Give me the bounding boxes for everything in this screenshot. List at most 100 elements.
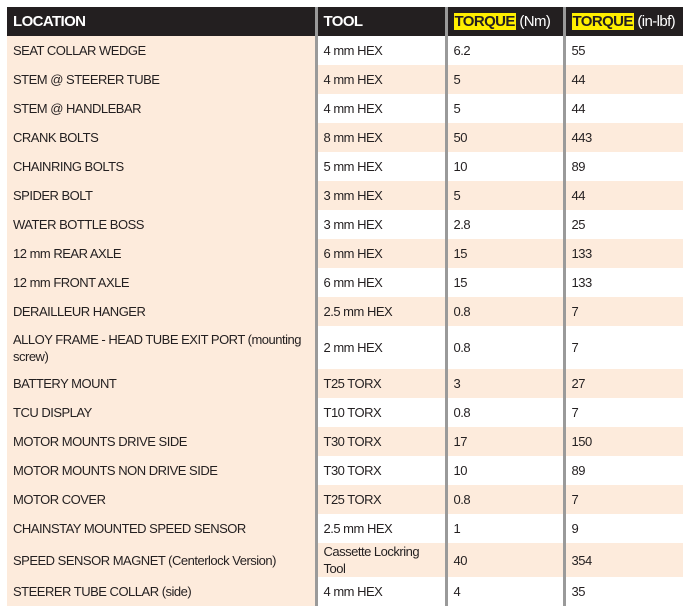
cell-torque-inlbf: 133 <box>562 239 683 268</box>
table-row: TCU DISPLAY T10 TORX 0.8 7 <box>7 398 683 427</box>
cell-location: 12 mm FRONT AXLE <box>7 268 316 297</box>
cell-location: 12 mm REAR AXLE <box>7 239 316 268</box>
cell-torque-inlbf: 44 <box>562 94 683 123</box>
table-row: ALLOY FRAME - HEAD TUBE EXIT PORT (mount… <box>7 326 683 369</box>
table-row: MOTOR MOUNTS DRIVE SIDE T30 TORX 17 150 <box>7 427 683 456</box>
cell-location: STEM @ HANDLEBAR <box>7 94 316 123</box>
cell-location: BATTERY MOUNT <box>7 369 316 398</box>
table-row: WATER BOTTLE BOSS 3 mm HEX 2.8 25 <box>7 210 683 239</box>
header-torque-inlbf: TORQUE (in-lbf) <box>562 7 683 36</box>
cell-torque-inlbf: 354 <box>562 543 683 577</box>
cell-tool: 4 mm HEX <box>314 36 446 65</box>
cell-location: STEM @ STEERER TUBE <box>7 65 316 94</box>
torque-spec-table: LOCATION TOOL TORQUE (Nm) TORQUE (in-lbf… <box>7 7 683 606</box>
cell-torque-inlbf: 7 <box>562 326 683 369</box>
table-row: STEERER TUBE COLLAR (side) 4 mm HEX 4 35 <box>7 577 683 606</box>
cell-torque-inlbf: 89 <box>562 152 683 181</box>
cell-torque-nm: 15 <box>444 239 564 268</box>
cell-tool: 2.5 mm HEX <box>314 514 446 543</box>
cell-location: SPEED SENSOR MAGNET (Centerlock Version) <box>7 543 316 577</box>
table-row: STEM @ STEERER TUBE 4 mm HEX 5 44 <box>7 65 683 94</box>
cell-location: CHAINSTAY MOUNTED SPEED SENSOR <box>7 514 316 543</box>
cell-torque-inlbf: 7 <box>562 485 683 514</box>
cell-tool: 3 mm HEX <box>314 210 446 239</box>
cell-tool: T30 TORX <box>314 456 446 485</box>
torque-highlight: TORQUE <box>453 13 516 30</box>
cell-torque-inlbf: 7 <box>562 398 683 427</box>
cell-torque-inlbf: 89 <box>562 456 683 485</box>
unit-inlbf: (in-lbf) <box>637 13 676 30</box>
cell-torque-inlbf: 44 <box>562 181 683 210</box>
cell-location: MOTOR COVER <box>7 485 316 514</box>
cell-location: DERAILLEUR HANGER <box>7 297 316 326</box>
cell-torque-nm: 1 <box>444 514 564 543</box>
cell-tool: T30 TORX <box>314 427 446 456</box>
cell-tool: 5 mm HEX <box>314 152 446 181</box>
cell-torque-nm: 5 <box>444 181 564 210</box>
cell-torque-nm: 10 <box>444 152 564 181</box>
table-row: CRANK BOLTS 8 mm HEX 50 443 <box>7 123 683 152</box>
cell-tool: 6 mm HEX <box>314 239 446 268</box>
table-row: BATTERY MOUNT T25 TORX 3 27 <box>7 369 683 398</box>
cell-location: SEAT COLLAR WEDGE <box>7 36 316 65</box>
header-torque-nm: TORQUE (Nm) <box>444 7 564 36</box>
cell-tool: 4 mm HEX <box>314 94 446 123</box>
header-tool: TOOL <box>314 7 446 36</box>
table-row: 12 mm REAR AXLE 6 mm HEX 15 133 <box>7 239 683 268</box>
cell-location: MOTOR MOUNTS NON DRIVE SIDE <box>7 456 316 485</box>
cell-torque-nm: 5 <box>444 65 564 94</box>
cell-torque-nm: 5 <box>444 94 564 123</box>
cell-location: MOTOR MOUNTS DRIVE SIDE <box>7 427 316 456</box>
cell-tool: 6 mm HEX <box>314 268 446 297</box>
cell-torque-nm: 10 <box>444 456 564 485</box>
cell-tool: T25 TORX <box>314 485 446 514</box>
cell-location: CRANK BOLTS <box>7 123 316 152</box>
cell-torque-nm: 0.8 <box>444 326 564 369</box>
cell-tool: 4 mm HEX <box>314 577 446 606</box>
table-row: CHAINRING BOLTS 5 mm HEX 10 89 <box>7 152 683 181</box>
table-row: SEAT COLLAR WEDGE 4 mm HEX 6.2 55 <box>7 36 683 65</box>
cell-torque-inlbf: 133 <box>562 268 683 297</box>
table-header-row: LOCATION TOOL TORQUE (Nm) TORQUE (in-lbf… <box>7 7 683 36</box>
cell-torque-nm: 4 <box>444 577 564 606</box>
cell-torque-nm: 0.8 <box>444 398 564 427</box>
cell-location: STEERER TUBE COLLAR (side) <box>7 577 316 606</box>
cell-tool: Cassette Lockring Tool <box>314 543 446 577</box>
table-row: SPIDER BOLT 3 mm HEX 5 44 <box>7 181 683 210</box>
cell-torque-inlbf: 44 <box>562 65 683 94</box>
unit-nm: (Nm) <box>519 13 551 30</box>
cell-location: ALLOY FRAME - HEAD TUBE EXIT PORT (mount… <box>7 326 316 369</box>
cell-torque-nm: 17 <box>444 427 564 456</box>
cell-torque-inlbf: 35 <box>562 577 683 606</box>
table-row: MOTOR COVER T25 TORX 0.8 7 <box>7 485 683 514</box>
table-row: CHAINSTAY MOUNTED SPEED SENSOR 2.5 mm HEX… <box>7 514 683 543</box>
cell-torque-nm: 2.8 <box>444 210 564 239</box>
table-row: 12 mm FRONT AXLE 6 mm HEX 15 133 <box>7 268 683 297</box>
table-row: STEM @ HANDLEBAR 4 mm HEX 5 44 <box>7 94 683 123</box>
cell-torque-nm: 3 <box>444 369 564 398</box>
cell-tool: T25 TORX <box>314 369 446 398</box>
cell-torque-nm: 50 <box>444 123 564 152</box>
cell-tool: 3 mm HEX <box>314 181 446 210</box>
cell-location: TCU DISPLAY <box>7 398 316 427</box>
cell-torque-inlbf: 7 <box>562 297 683 326</box>
torque-highlight: TORQUE <box>571 13 634 30</box>
cell-torque-inlbf: 27 <box>562 369 683 398</box>
cell-tool: 4 mm HEX <box>314 65 446 94</box>
table-row: MOTOR MOUNTS NON DRIVE SIDE T30 TORX 10 89 <box>7 456 683 485</box>
cell-torque-inlbf: 9 <box>562 514 683 543</box>
cell-torque-nm: 15 <box>444 268 564 297</box>
cell-tool: 2 mm HEX <box>314 326 446 369</box>
cell-torque-nm: 40 <box>444 543 564 577</box>
cell-torque-nm: 6.2 <box>444 36 564 65</box>
header-location: LOCATION <box>7 7 316 36</box>
cell-tool: 8 mm HEX <box>314 123 446 152</box>
cell-tool: 2.5 mm HEX <box>314 297 446 326</box>
cell-location: WATER BOTTLE BOSS <box>7 210 316 239</box>
cell-torque-inlbf: 150 <box>562 427 683 456</box>
cell-tool: T10 TORX <box>314 398 446 427</box>
table-row: SPEED SENSOR MAGNET (Centerlock Version)… <box>7 543 683 577</box>
cell-torque-nm: 0.8 <box>444 485 564 514</box>
table-row: DERAILLEUR HANGER 2.5 mm HEX 0.8 7 <box>7 297 683 326</box>
cell-location: SPIDER BOLT <box>7 181 316 210</box>
